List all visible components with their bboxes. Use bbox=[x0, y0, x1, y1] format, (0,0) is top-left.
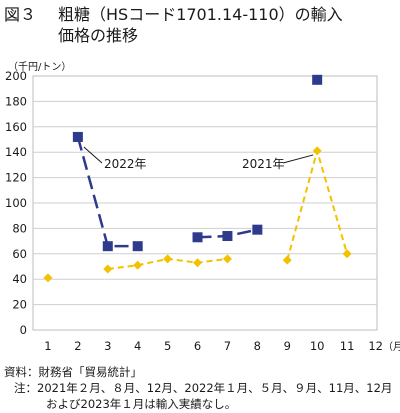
figure-title-line1: 粗糖（HSコード1701.14-110）の輸入 bbox=[58, 5, 343, 24]
data-point-square bbox=[102, 241, 113, 252]
data-point-square bbox=[312, 74, 323, 85]
series-label-2022: 2022年 bbox=[104, 157, 147, 171]
y-tick-label: 140 bbox=[5, 145, 27, 159]
callout-line-2022 bbox=[83, 146, 103, 164]
x-tick-label: 1 bbox=[44, 339, 51, 353]
y-axis-label: （千円/トン） bbox=[8, 61, 71, 73]
data-point-diamond bbox=[282, 255, 292, 265]
x-tick-label: 8 bbox=[254, 339, 261, 353]
x-tick-label: 7 bbox=[224, 339, 231, 353]
data-point-square bbox=[222, 231, 233, 242]
y-tick-label: 180 bbox=[5, 94, 27, 108]
footnotes: 資料：財務省「貿易統計」 注：2021年２月、８月、12月、2022年１月、５月… bbox=[4, 364, 398, 412]
data-point-diamond bbox=[312, 146, 322, 156]
y-tick-label: 0 bbox=[20, 323, 27, 337]
data-point-square bbox=[72, 131, 83, 142]
x-tick-label: 6 bbox=[194, 339, 201, 353]
data-point-square bbox=[252, 224, 263, 235]
y-tick-label: 120 bbox=[5, 171, 27, 185]
x-tick-label: 11 bbox=[340, 339, 355, 353]
y-tick-label: 100 bbox=[5, 196, 27, 210]
x-tick-label: 2 bbox=[74, 339, 81, 353]
note-line-2: および2023年１月は輸入実績なし。 bbox=[46, 397, 237, 411]
series-line bbox=[286, 147, 349, 261]
x-tick-label: 5 bbox=[164, 339, 171, 353]
x-tick-label: 12 bbox=[368, 339, 383, 353]
data-point-diamond bbox=[163, 254, 173, 264]
series-line bbox=[76, 136, 138, 248]
y-tick-label: 80 bbox=[12, 221, 27, 235]
y-tick-label: 200 bbox=[5, 69, 27, 83]
figure-title-line2: 価格の推移 bbox=[58, 26, 139, 45]
data-point-diamond bbox=[103, 264, 113, 274]
y-tick-label: 160 bbox=[5, 120, 27, 134]
data-point-diamond bbox=[222, 254, 232, 264]
x-tick-label: 9 bbox=[284, 339, 291, 353]
series-label-2021: 2021年 bbox=[242, 157, 285, 171]
data-point-diamond bbox=[43, 273, 53, 283]
source-note: 資料：財務省「貿易統計」 bbox=[4, 365, 142, 379]
figure-number: 図３ bbox=[4, 5, 37, 24]
data-point-diamond bbox=[193, 258, 203, 268]
x-tick-label: 10 bbox=[310, 339, 325, 353]
data-point-square bbox=[192, 232, 203, 243]
note-line-1: 注：2021年２月、８月、12月、2022年１月、５月、９月、11月、12月 bbox=[14, 381, 393, 395]
callout-line-2021 bbox=[282, 154, 314, 164]
x-tick-label: 3 bbox=[104, 339, 111, 353]
data-point-diamond bbox=[342, 249, 352, 259]
figure-title: 図３ 粗糖（HSコード1701.14-110）の輸入 価格の推移 bbox=[4, 4, 396, 46]
y-tick-label: 40 bbox=[12, 272, 27, 286]
x-tick-label: 4 bbox=[134, 339, 141, 353]
data-point-diamond bbox=[133, 260, 143, 270]
y-tick-label: 20 bbox=[12, 298, 27, 312]
x-axis-unit: （月） bbox=[383, 341, 400, 353]
y-tick-label: 60 bbox=[12, 247, 27, 261]
data-point-square bbox=[132, 241, 143, 252]
